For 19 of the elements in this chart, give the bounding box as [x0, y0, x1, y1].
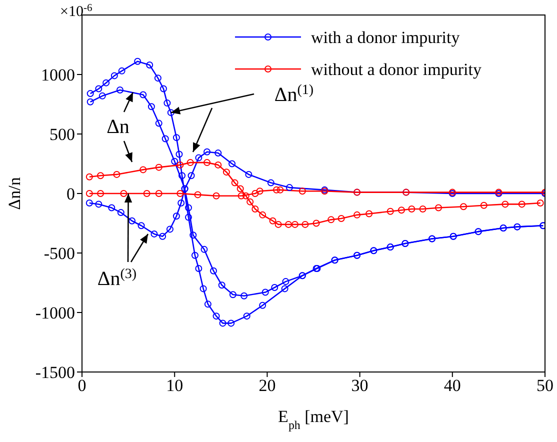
- legend-label: with a donor impurity: [311, 28, 460, 47]
- annotation: Δn: [106, 116, 130, 138]
- x-tick-label: 20: [258, 376, 276, 396]
- y-axis-title: Δn/n: [5, 176, 24, 210]
- y-tick-label: 500: [50, 125, 75, 144]
- x-tick-label: 50: [536, 376, 554, 396]
- annotation: Δn$^{(3)}$: [97, 266, 137, 290]
- annotation: ×10$^{-6}$: [60, 2, 92, 20]
- legend-label: without a donor impurity: [311, 60, 482, 79]
- y-tick-label: -500: [44, 244, 75, 264]
- x-axis-title: E$_{ph}$ [meV]: [278, 407, 349, 432]
- y-tick-label: -1500: [35, 363, 75, 382]
- y-tick-label: 0: [66, 184, 75, 204]
- x-tick-label: 30: [351, 376, 368, 396]
- x-tick-label: 40: [444, 376, 461, 396]
- annotation: Δn$^{(1)}$: [274, 82, 314, 106]
- y-tick-label: 1000: [41, 66, 75, 85]
- y-tick-label: -1000: [35, 304, 75, 323]
- x-tick-label: 10: [166, 376, 184, 396]
